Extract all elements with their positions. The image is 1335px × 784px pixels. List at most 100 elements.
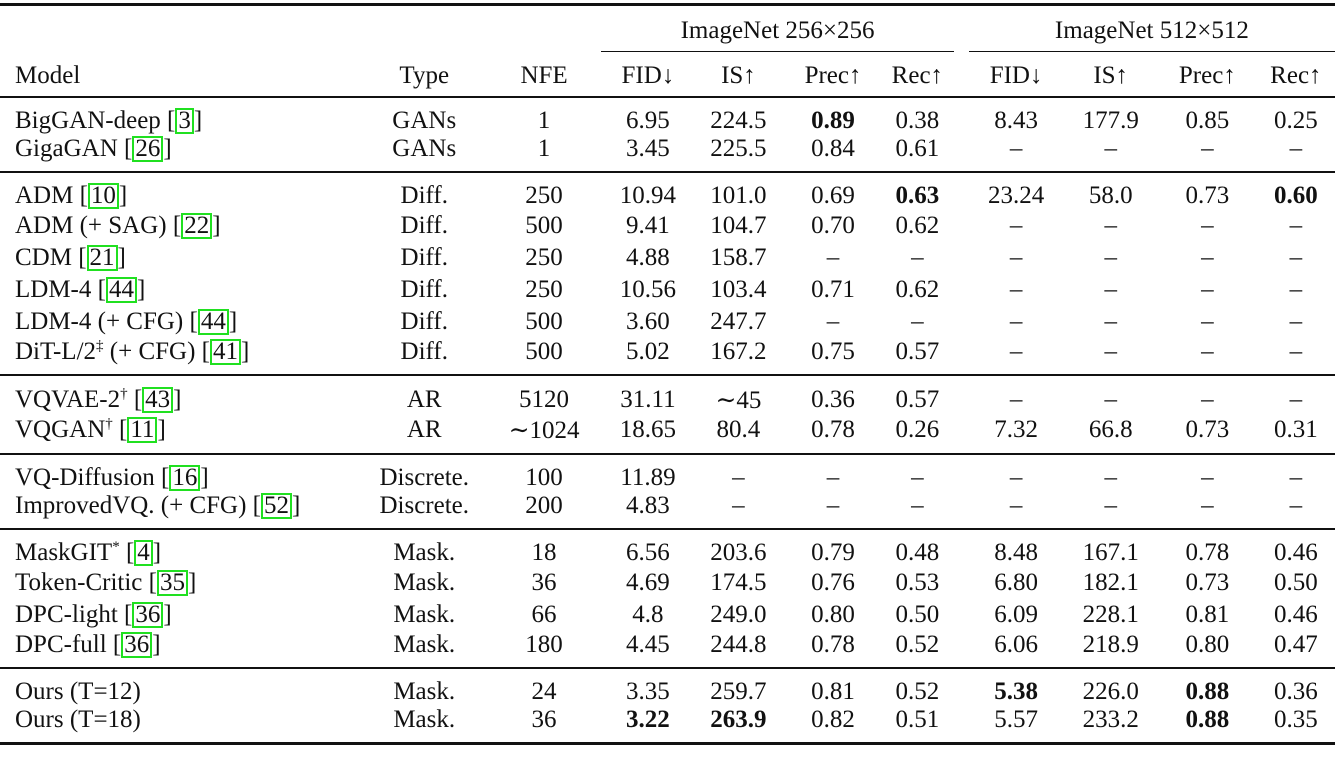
fid-512-cell: –: [968, 374, 1064, 415]
fid-512-cell: –: [1009, 212, 1023, 239]
rec-256-cell: 0.57: [895, 338, 940, 365]
citation-link[interactable]: 44: [105, 277, 137, 303]
is-512-cell: 177.9: [1063, 96, 1158, 135]
model-cell: Ours (T=12): [0, 667, 366, 706]
table-row: Ours (T=12) Mask. 24 3.35 259.7 0.81 0.52 5.38 2…: [0, 667, 1335, 706]
prec-256-cell: 0.75: [811, 338, 855, 365]
model-cell: LDM-4 [44]: [15, 276, 146, 303]
model-name: CDM [: [15, 244, 87, 271]
citation-link[interactable]: 36: [121, 632, 153, 658]
citation-link[interactable]: 35: [156, 570, 188, 596]
citation-link[interactable]: 21: [86, 245, 118, 271]
nfe-cell: 500: [525, 338, 563, 365]
is-512-cell: 226.0: [1063, 667, 1158, 706]
model-name-suffix: (+ CFG) [: [103, 338, 210, 365]
model-cell: MaskGIT* [4]: [0, 528, 366, 567]
is-256-cell: 203.6: [691, 528, 786, 567]
citation-link[interactable]: 26: [132, 136, 164, 162]
prec-512-cell: 0.73: [1158, 171, 1257, 210]
footnote-mark: †: [105, 416, 113, 432]
rec-512-cell: 0.46: [1273, 601, 1318, 628]
citation-link[interactable]: 16: [169, 465, 201, 491]
fid-256-cell: 3.45: [626, 135, 670, 162]
col-header-prec-256: Prec↑: [804, 62, 862, 89]
rec-256-cell: 0.50: [895, 601, 940, 628]
table-row: Token-Critic [35] Mask. 36 4.69 174.5 0.76 0.5…: [0, 567, 1335, 599]
model-cell: ADM [10]: [0, 171, 366, 210]
citation-link[interactable]: 44: [197, 309, 229, 335]
prec-512-cell: –: [1201, 276, 1214, 303]
prec-256-cell: 0.84: [811, 135, 855, 162]
footnote-mark: †: [120, 386, 128, 402]
fid-256-cell: 10.94: [604, 171, 692, 210]
table-body: BigGAN-deep [3] GANs 1 6.95 224.5 0.89 0.38 8.4…: [0, 96, 1335, 744]
citation-link[interactable]: 22: [181, 213, 213, 239]
model-name-suffix: [: [127, 386, 143, 413]
fid-256-cell: 4.45: [626, 631, 670, 658]
rec-512-cell: 0.35: [1273, 706, 1318, 733]
prec-512-cell: 0.88: [1185, 706, 1230, 733]
model-name: GigaGAN [: [15, 135, 133, 162]
model-name: ADM [: [15, 182, 88, 209]
citation-link[interactable]: 10: [87, 183, 119, 209]
fid-512-cell: 5.57: [994, 706, 1038, 733]
rec-512-cell: 0.25: [1256, 96, 1335, 135]
type-cell: AR: [406, 416, 442, 443]
model-name: ADM (+ SAG) [: [15, 212, 182, 239]
is-512-cell: –: [1104, 338, 1117, 365]
fid-512-cell: –: [1009, 135, 1023, 162]
model-name: LDM-4 (+ CFG) [: [15, 308, 198, 335]
table-row: DPC-light [36] Mask. 66 4.8 249.0 0.80 0.50 6.0…: [0, 599, 1335, 631]
citation-link[interactable]: 4: [134, 540, 153, 566]
col-header-model: Model: [15, 62, 81, 89]
prec-256-cell: –: [826, 308, 840, 335]
is-256-cell: 247.7: [710, 308, 767, 335]
col-header-type: Type: [399, 62, 450, 89]
fid-256-cell: 3.60: [626, 308, 670, 335]
fid-256-cell: 4.88: [626, 244, 670, 271]
citation-link[interactable]: 36: [132, 602, 164, 628]
rec-512-cell: 0.36: [1256, 667, 1335, 706]
nfe-cell: 100: [483, 453, 605, 492]
col-header-rec-256: Rec↑: [891, 62, 944, 89]
type-cell: Mask.: [365, 667, 484, 706]
nfe-cell: 250: [525, 276, 563, 303]
column-header-row: Model Type NFE FID↓ IS↑ Prec↑ Rec↑ FID↓ …: [0, 56, 1335, 97]
rec-256-cell: 0.61: [895, 135, 940, 162]
col-header-nfe: NFE: [520, 62, 568, 89]
nfe-cell: 24: [483, 667, 605, 706]
is-512-cell: –: [1104, 135, 1117, 162]
model-name: VQVAE-2: [15, 386, 121, 413]
model-name: MaskGIT: [15, 539, 113, 566]
model-cell: LDM-4 (+ CFG) [44]: [15, 308, 238, 335]
rec-256-cell: 0.53: [895, 569, 940, 596]
fid-512-cell: –: [1009, 338, 1023, 365]
prec-512-cell: 0.80: [1185, 631, 1230, 658]
type-cell: GANs: [392, 135, 457, 162]
fid-256-cell: 9.41: [626, 212, 670, 239]
rec-512-cell: 0.46: [1256, 528, 1335, 567]
nfe-cell: 250: [483, 171, 605, 210]
prec-256-cell: 0.81: [785, 667, 881, 706]
citation-link[interactable]: 11: [127, 417, 158, 443]
citation-link[interactable]: 43: [142, 387, 174, 413]
footnote-mark: *: [112, 539, 120, 555]
prec-512-cell: 0.73: [1185, 416, 1230, 443]
col-header-fid-256: FID↓: [621, 62, 675, 89]
model-cell: ImprovedVQ. (+ CFG) [52]: [15, 492, 301, 519]
col-header-is-512: IS↑: [1093, 62, 1129, 89]
type-cell: Discrete.: [365, 453, 484, 492]
rec-512-cell: 0.47: [1273, 631, 1318, 658]
citation-link[interactable]: 52: [261, 493, 293, 519]
is-256-cell: 101.0: [691, 171, 786, 210]
citation-link[interactable]: 3: [175, 108, 194, 134]
fid-256-cell: 3.22: [626, 706, 670, 733]
is-512-cell: –: [1063, 374, 1158, 415]
citation-link[interactable]: 41: [210, 339, 241, 365]
is-256-cell: –: [732, 492, 745, 519]
prec-512-cell: –: [1158, 453, 1257, 492]
table-row: DiT-L/2‡ (+ CFG) [41] Diff. 500 5.02 167.2 0.…: [0, 338, 1335, 375]
nfe-cell: 5120: [483, 374, 605, 415]
table-row: ADM (+ SAG) [22] Diff. 500 9.41 104.7 0.70 0.6…: [0, 210, 1335, 242]
